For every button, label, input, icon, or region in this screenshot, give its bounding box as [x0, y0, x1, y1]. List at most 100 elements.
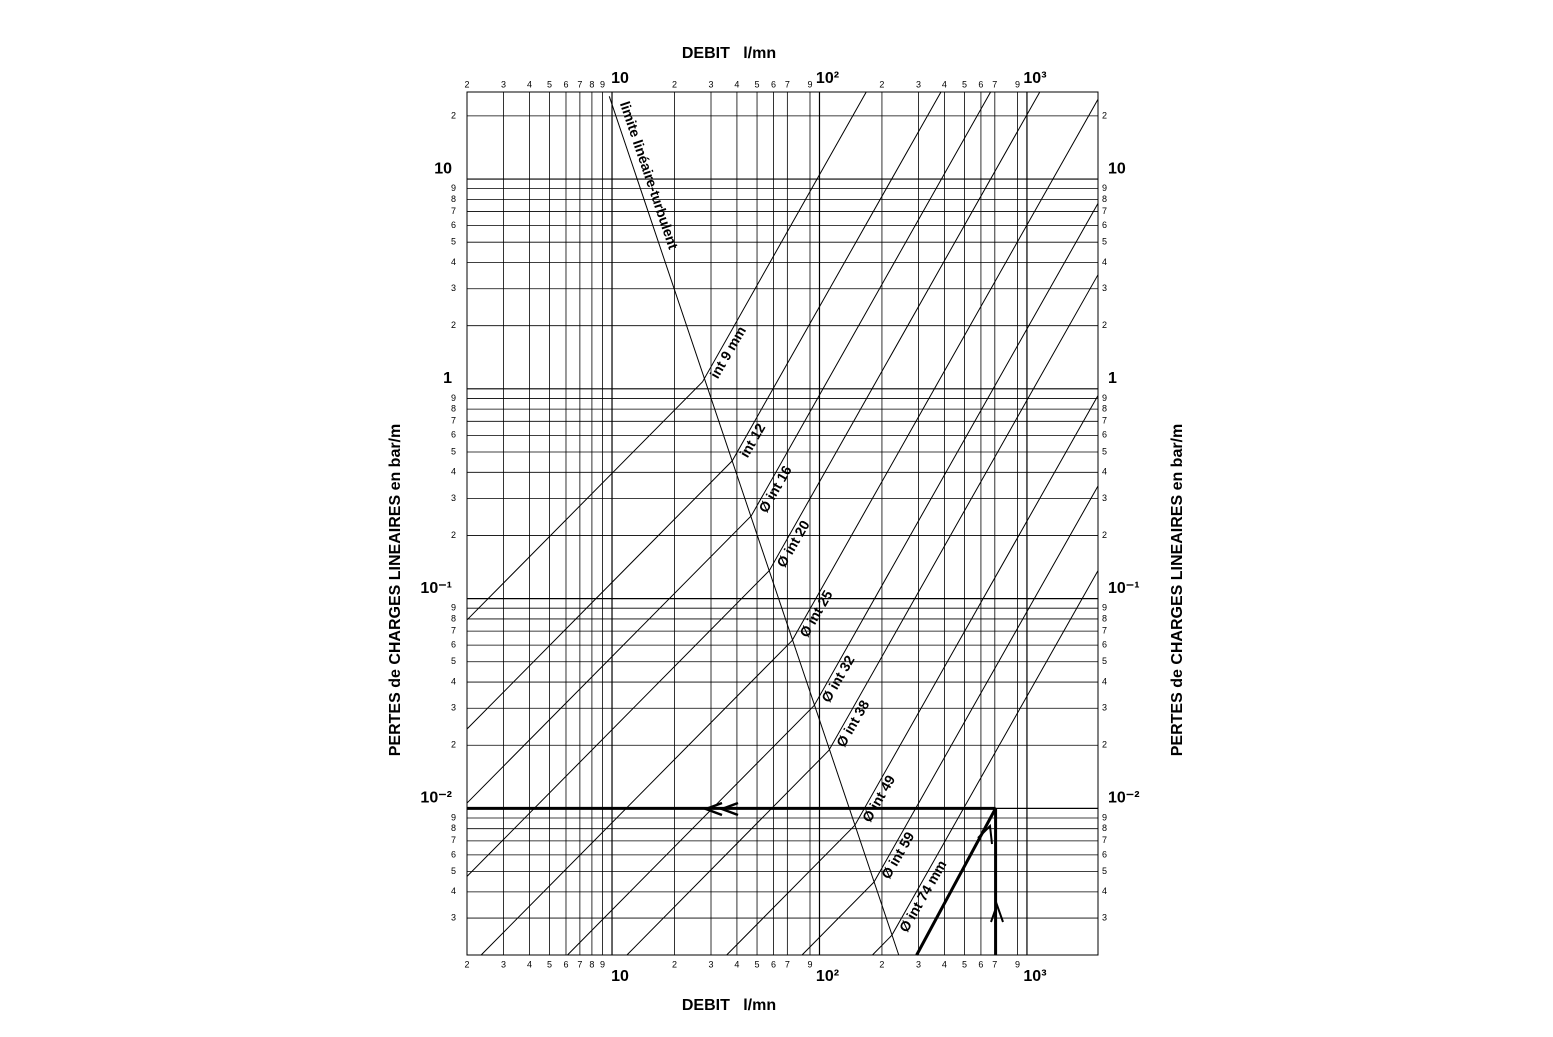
y-tick-label-right: 7 [1102, 416, 1107, 426]
x-tick-label-bottom: 3 [916, 959, 921, 969]
y-tick-label-right: 7 [1102, 835, 1107, 845]
y-tick-label-left: 4 [451, 257, 456, 267]
y-tick-label-left: 7 [451, 206, 456, 216]
x-axis-title-bottom: DEBIT l/mn [682, 997, 776, 1014]
x-tick-label-top: 5 [755, 79, 760, 89]
arrow-left [702, 801, 739, 817]
y-tick-label-right: 10⁻² [1108, 790, 1140, 807]
y-tick-label-left: 8 [451, 613, 456, 623]
pipe-line [626, 274, 1099, 956]
x-tick-label-top: 4 [734, 79, 739, 89]
x-tick-label-top: 4 [527, 79, 532, 89]
y-tick-label-left: 8 [451, 194, 456, 204]
x-tick-label-bottom: 5 [547, 959, 552, 969]
pipe-line [480, 99, 1099, 956]
x-tick-label-top: 6 [978, 79, 983, 89]
y-tick-label-right: 8 [1102, 404, 1107, 414]
y-tick-label-left: 8 [451, 823, 456, 833]
y-tick-label-left: 7 [451, 416, 456, 426]
y-tick-label-left: 5 [451, 866, 456, 876]
y-tick-label-right: 7 [1102, 206, 1107, 216]
x-tick-label-top: 7 [785, 79, 790, 89]
y-tick-label-left: 9 [451, 603, 456, 613]
x-tick-label-bottom: 9 [807, 959, 812, 969]
x-tick-label-bottom: 2 [879, 959, 884, 969]
y-tick-label-right: 8 [1102, 613, 1107, 623]
x-tick-label-top: 10³ [1023, 70, 1046, 87]
x-tick-label-top: 5 [962, 79, 967, 89]
pipe-line [466, 91, 992, 804]
x-tick-label-top: 9 [807, 79, 812, 89]
y-tick-label-left: 1 [443, 370, 452, 387]
x-tick-label-bottom: 4 [527, 959, 532, 969]
x-tick-label-bottom: 7 [577, 959, 582, 969]
y-tick-label-left: 3 [451, 703, 456, 713]
x-tick-label-top: 9 [1015, 79, 1020, 89]
x-tick-label-top: 6 [771, 79, 776, 89]
y-tick-label-right: 5 [1102, 866, 1107, 876]
y-tick-label-left: 6 [451, 849, 456, 859]
x-tick-label-bottom: 5 [755, 959, 760, 969]
y-tick-label-left: 9 [451, 183, 456, 193]
y-tick-label-left: 3 [451, 283, 456, 293]
x-tick-label-bottom: 2 [464, 959, 469, 969]
x-tick-label-top: 3 [916, 79, 921, 89]
x-tick-label-top: 3 [501, 79, 506, 89]
y-tick-label-right: 7 [1102, 625, 1107, 635]
x-tick-label-top: 5 [547, 79, 552, 89]
x-tick-label-top: 3 [708, 79, 713, 89]
y-tick-label-left: 3 [451, 912, 456, 922]
y-tick-label-left: 5 [451, 446, 456, 456]
y-tick-label-right: 4 [1102, 676, 1107, 686]
x-tick-label-top: 8 [589, 79, 594, 89]
x-tick-label-bottom: 6 [771, 959, 776, 969]
lines [466, 91, 1099, 956]
y-tick-label-right: 2 [1102, 320, 1107, 330]
y-tick-label-left: 9 [451, 812, 456, 822]
x-tick-label-top: 2 [879, 79, 884, 89]
x-tick-label-bottom: 2 [672, 959, 677, 969]
y-tick-label-right: 2 [1102, 530, 1107, 540]
y-tick-label-left: 3 [451, 493, 456, 503]
y-tick-label-left: 6 [451, 640, 456, 650]
y-tick-label-right: 2 [1102, 110, 1107, 120]
y-tick-label-left: 2 [451, 530, 456, 540]
x-tick-label-bottom: 4 [734, 959, 739, 969]
x-tick-label-bottom: 5 [962, 959, 967, 969]
y-axis-title-right: PERTES de CHARGES LINEAIRES en bar/m [1169, 424, 1186, 757]
y-tick-label-right: 6 [1102, 849, 1107, 859]
x-tick-label-bottom: 10³ [1023, 968, 1046, 985]
x-tick-label-bottom: 9 [600, 959, 605, 969]
x-tick-label-top: 2 [464, 79, 469, 89]
y-tick-label-left: 10⁻¹ [420, 580, 452, 597]
y-tick-label-left: 6 [451, 430, 456, 440]
y-tick-label-right: 10 [1108, 160, 1126, 177]
y-tick-label-right: 4 [1102, 257, 1107, 267]
y-tick-label-right: 8 [1102, 194, 1107, 204]
y-tick-label-left: 8 [451, 404, 456, 414]
x-tick-label-bottom: 9 [1015, 959, 1020, 969]
x-tick-label-top: 7 [577, 79, 582, 89]
y-tick-label-right: 6 [1102, 640, 1107, 650]
x-tick-label-bottom: 10² [816, 968, 839, 985]
y-tick-label-right: 3 [1102, 912, 1107, 922]
x-tick-label-bottom: 8 [589, 959, 594, 969]
y-tick-label-right: 10⁻¹ [1108, 580, 1140, 597]
y-tick-label-left: 7 [451, 835, 456, 845]
y-tick-label-left: 4 [451, 467, 456, 477]
y-tick-label-left: 7 [451, 625, 456, 635]
arrow-slant [977, 823, 993, 845]
y-tick-label-right: 3 [1102, 703, 1107, 713]
y-tick-label-right: 2 [1102, 740, 1107, 750]
y-tick-label-left: 2 [451, 740, 456, 750]
y-tick-label-right: 8 [1102, 823, 1107, 833]
x-tick-label-bottom: 6 [978, 959, 983, 969]
x-tick-label-top: 7 [992, 79, 997, 89]
y-tick-label-right: 5 [1102, 446, 1107, 456]
y-tick-label-left: 4 [451, 676, 456, 686]
y-tick-label-left: 10 [434, 160, 452, 177]
y-tick-label-right: 5 [1102, 237, 1107, 247]
y-axis-title-left: PERTES de CHARGES LINEAIRES en bar/m [387, 424, 404, 757]
x-tick-label-top: 6 [563, 79, 568, 89]
